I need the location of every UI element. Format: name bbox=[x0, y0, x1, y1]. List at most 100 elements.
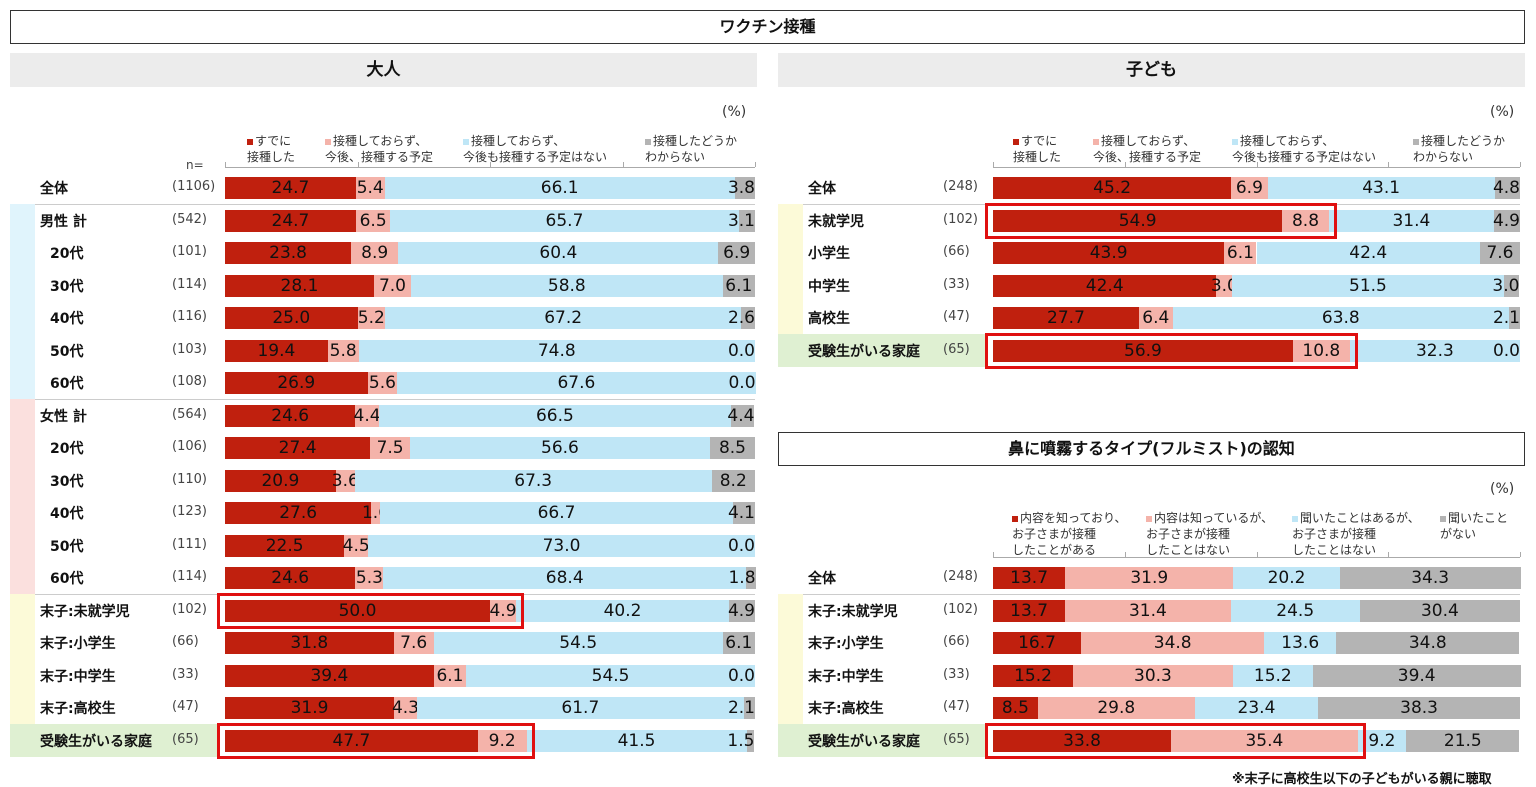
bar-row: 28.1 7.0 58.8 6.1 bbox=[225, 274, 755, 297]
row-label: 末子:中学生 bbox=[808, 668, 884, 685]
axis-tick bbox=[1520, 552, 1521, 557]
bar-segment: 67.2 bbox=[385, 307, 742, 329]
group-strip bbox=[778, 659, 803, 692]
row-label: 50代 bbox=[50, 343, 84, 360]
row-label: 末子:高校生 bbox=[808, 701, 884, 717]
bar-segment: 15.2 bbox=[993, 664, 1074, 687]
axis-tick bbox=[1256, 162, 1258, 167]
axis-tick bbox=[1388, 552, 1390, 557]
bar-segment: 2.1 bbox=[1493, 307, 1520, 329]
bar-segment: 1.6 bbox=[361, 502, 390, 524]
axis-tick bbox=[1124, 552, 1126, 557]
bar-segment: 8.5 bbox=[709, 437, 755, 459]
bar-row: 31.94.361.72.1 bbox=[225, 697, 755, 719]
axis-tick bbox=[357, 162, 359, 167]
bar-row: 27.76.463.82.1 bbox=[993, 307, 1520, 329]
row-label: 全体 bbox=[808, 181, 836, 197]
legend-swatch bbox=[1013, 138, 1019, 145]
main-title: ワクチン接種 bbox=[10, 10, 1525, 44]
bar-segment: 24.7 bbox=[225, 177, 356, 199]
row-n: (102) bbox=[943, 601, 978, 617]
bar-segment: 31.4 bbox=[1328, 209, 1495, 232]
row-label: 受験生がいる家庭 bbox=[808, 733, 920, 750]
axis-tick bbox=[993, 552, 994, 557]
bar-row: 20.9 3.6 67.3 8.2 bbox=[225, 469, 755, 492]
bar-segment: 29.8 bbox=[1037, 697, 1195, 719]
bar-segment: 13.7 bbox=[993, 599, 1066, 622]
group-strip bbox=[778, 301, 803, 335]
group-strip bbox=[10, 691, 35, 725]
row-label: 小学生 bbox=[808, 246, 850, 262]
legend-label: 内容は知っているが、 お子さまが接種 したことはない bbox=[1146, 511, 1274, 557]
bar-segment: 6.1 bbox=[722, 274, 755, 297]
row-n: (47) bbox=[172, 699, 199, 714]
bar-segment: 39.4 bbox=[1312, 664, 1521, 687]
row-label: 末子:未就学児 bbox=[808, 603, 898, 620]
bar-segment: 23.8 bbox=[225, 242, 352, 264]
bar-segment: 67.3 bbox=[354, 469, 712, 492]
legend-swatch bbox=[645, 138, 651, 145]
bar-segment: 31.8 bbox=[225, 632, 394, 654]
bar-segment: 66.7 bbox=[379, 502, 734, 524]
bar-segment: 8.9 bbox=[351, 242, 399, 264]
row-n: (65) bbox=[943, 731, 970, 747]
bar-segment: 34.8 bbox=[1336, 632, 1520, 654]
row-n: (114) bbox=[172, 276, 207, 292]
bar-row: 31.8 7.6 54.5 6.1 bbox=[225, 632, 755, 654]
bar-segment: 8.2 bbox=[711, 469, 755, 492]
row-label: 末子:未就学児 bbox=[40, 603, 130, 620]
bar-segment: 56.9 bbox=[993, 339, 1293, 362]
axis-tick bbox=[225, 162, 226, 167]
bar-segment: 24.6 bbox=[225, 567, 356, 589]
row-separator bbox=[10, 204, 755, 206]
group-strip bbox=[778, 236, 803, 270]
bar-segment: 6.1 bbox=[722, 632, 755, 654]
row-n: (103) bbox=[172, 341, 207, 357]
bar-segment: 5.6 bbox=[367, 372, 398, 394]
row-label: 未就学児 bbox=[808, 213, 864, 230]
row-n: (66) bbox=[943, 634, 970, 649]
axis-tick bbox=[1388, 162, 1390, 167]
highlight-box bbox=[985, 722, 1366, 759]
legend-swatch bbox=[1093, 138, 1099, 145]
axis-tick bbox=[993, 162, 994, 167]
group-strip bbox=[10, 269, 35, 302]
bar-segment: 38.3 bbox=[1318, 697, 1520, 719]
bar-segment: 7.6 bbox=[1479, 242, 1520, 264]
bar-row: 15.2 30.3 15.2 39.4 bbox=[993, 664, 1521, 687]
bar-segment: 6.4 bbox=[1138, 307, 1173, 329]
row-label: 全体 bbox=[40, 181, 68, 197]
bar-segment: 4.9 bbox=[727, 599, 755, 622]
row-label: 高校生 bbox=[808, 311, 850, 327]
bar-row: 47.79.241.51.5 bbox=[225, 729, 755, 752]
legend-label: すでに 接種した bbox=[1013, 134, 1062, 164]
bar-segment: 50.0 bbox=[225, 599, 490, 622]
group-strip bbox=[10, 431, 35, 465]
legend-swatch bbox=[1413, 138, 1419, 145]
group-strip bbox=[10, 464, 35, 497]
bar-segment: 9.2 bbox=[1357, 729, 1407, 752]
group-strip bbox=[10, 399, 35, 432]
bar-segment: 68.4 bbox=[383, 567, 746, 589]
bar-segment: 60.4 bbox=[398, 242, 719, 264]
unit-label: (%) bbox=[1490, 481, 1515, 497]
highlight-box bbox=[985, 202, 1337, 239]
bar-row: 27.4 7.5 56.6 8.5 bbox=[225, 437, 755, 459]
group-strip bbox=[10, 366, 35, 400]
bar-segment: 27.6 bbox=[225, 502, 372, 524]
group-strip bbox=[778, 594, 803, 627]
row-n: (66) bbox=[172, 634, 199, 649]
legend-label: 接種しておらず、 今後、接種する予定 bbox=[325, 134, 434, 164]
group-strip bbox=[10, 334, 35, 367]
row-n: (33) bbox=[943, 666, 970, 682]
legend-swatch bbox=[325, 138, 331, 145]
unit-label: (%) bbox=[722, 104, 747, 120]
row-label: 末子:小学生 bbox=[40, 636, 116, 652]
row-n: (65) bbox=[172, 731, 199, 747]
bar-segment: 30.4 bbox=[1359, 599, 1520, 622]
row-label: 受験生がいる家庭 bbox=[40, 733, 152, 750]
bar-segment: 3.8 bbox=[727, 177, 755, 199]
bar-segment: 54.5 bbox=[433, 632, 723, 654]
row-n: (47) bbox=[943, 309, 970, 324]
row-label: 20代 bbox=[50, 246, 84, 262]
